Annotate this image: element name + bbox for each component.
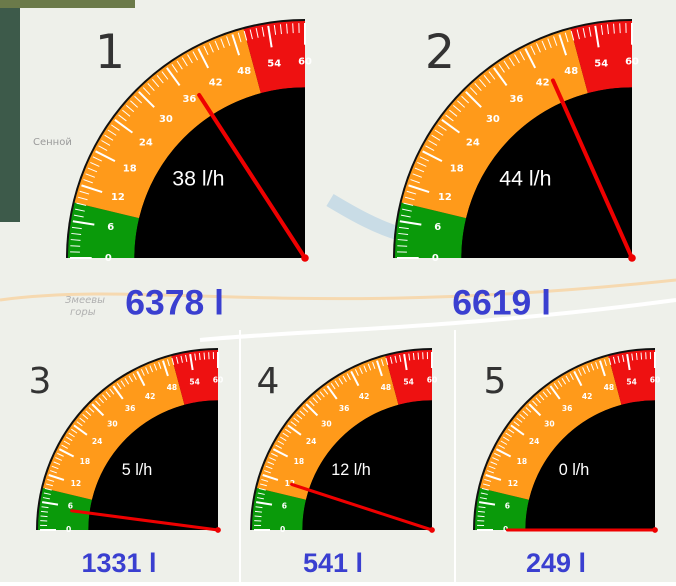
tick-label: 60 [427, 376, 438, 385]
tick-label: 24 [306, 437, 317, 446]
tick-label: 36 [339, 404, 350, 413]
gauge-number: 5 [484, 361, 507, 402]
tick-label: 0 [66, 525, 71, 534]
tick-label: 0 [432, 253, 439, 264]
tick-label: 60 [213, 376, 224, 385]
minor-tick [397, 246, 407, 247]
needle-hub [215, 527, 221, 533]
tick-label: 48 [167, 383, 178, 392]
tick-label: 42 [536, 78, 550, 89]
tick-label: 18 [123, 164, 137, 175]
tick-label: 12 [508, 479, 519, 488]
dashboard: Сенной Змеевы горы 061218243036424854603… [0, 0, 676, 582]
gauge-number: 3 [29, 361, 52, 402]
map-label: Змеевы [65, 295, 105, 306]
minor-tick [204, 353, 205, 360]
tick-label: 30 [544, 419, 555, 428]
tick-label: 36 [125, 404, 136, 413]
rate-label: 5 l/h [122, 461, 153, 479]
tick-label: 30 [486, 114, 500, 125]
total-label: 249 l [526, 548, 586, 578]
tick-label: 0 [280, 525, 285, 534]
minor-tick [478, 516, 485, 517]
tick-label: 18 [294, 457, 305, 466]
minor-tick [641, 353, 642, 360]
tick-label: 54 [626, 377, 637, 386]
tick-label: 60 [625, 56, 639, 67]
tick-label: 60 [298, 56, 312, 67]
tick-label: 18 [450, 164, 464, 175]
photo-strip [0, 0, 135, 8]
needle-hub [429, 527, 435, 533]
tick-label: 42 [145, 392, 156, 401]
tick-label: 24 [529, 437, 540, 446]
rate-label: 38 l/h [172, 166, 224, 190]
total-label: 6619 l [452, 282, 551, 322]
tick-label: 48 [237, 66, 251, 77]
gauge-number: 2 [425, 25, 455, 80]
tick-label: 18 [517, 457, 528, 466]
needle-hub [301, 254, 309, 262]
tick-label: 30 [159, 114, 173, 125]
tick-label: 54 [267, 59, 281, 70]
tick-label: 18 [80, 457, 91, 466]
map-label: Сенной [33, 137, 72, 148]
tick-label: 48 [381, 383, 392, 392]
minor-tick [41, 516, 48, 517]
tick-label: 36 [562, 404, 573, 413]
map-label: горы [70, 307, 96, 318]
total-label: 1331 l [81, 548, 156, 578]
tick-label: 6 [434, 222, 441, 233]
tick-label: 12 [438, 192, 452, 203]
tick-label: 54 [594, 59, 608, 70]
tick-label: 6 [282, 502, 287, 511]
minor-tick [255, 516, 262, 517]
tick-label: 48 [604, 383, 615, 392]
tick-label: 36 [182, 94, 196, 105]
tick-label: 6 [505, 502, 510, 511]
minor-tick [418, 353, 419, 360]
tick-label: 0 [105, 253, 112, 264]
tick-label: 54 [403, 377, 414, 386]
gauge-number: 1 [95, 25, 125, 80]
rate-label: 0 l/h [559, 461, 590, 479]
total-label: 6378 l [125, 282, 224, 322]
tick-label: 24 [466, 137, 480, 148]
minor-tick [620, 23, 621, 33]
tick-label: 42 [582, 392, 593, 401]
gauge-number: 4 [257, 361, 280, 402]
needle-hub [652, 527, 658, 533]
tick-label: 54 [189, 377, 200, 386]
minor-tick [293, 23, 294, 33]
page: Сенной Змеевы горы 061218243036424854603… [0, 0, 676, 582]
tick-label: 24 [92, 437, 103, 446]
total-label: 541 l [303, 548, 363, 578]
tick-label: 42 [209, 78, 223, 89]
tick-label: 24 [139, 137, 153, 148]
rate-label: 44 l/h [499, 166, 551, 190]
tick-label: 60 [650, 376, 661, 385]
tick-label: 30 [321, 419, 332, 428]
tick-label: 12 [71, 479, 82, 488]
needle-hub [628, 254, 636, 262]
tick-label: 6 [107, 222, 114, 233]
photo-strip [0, 0, 20, 222]
tick-label: 48 [564, 66, 578, 77]
tick-label: 36 [509, 94, 523, 105]
rate-label: 12 l/h [331, 461, 371, 479]
minor-tick [70, 246, 80, 247]
tick-label: 30 [107, 419, 118, 428]
tick-label: 12 [111, 192, 125, 203]
tick-label: 42 [359, 392, 370, 401]
